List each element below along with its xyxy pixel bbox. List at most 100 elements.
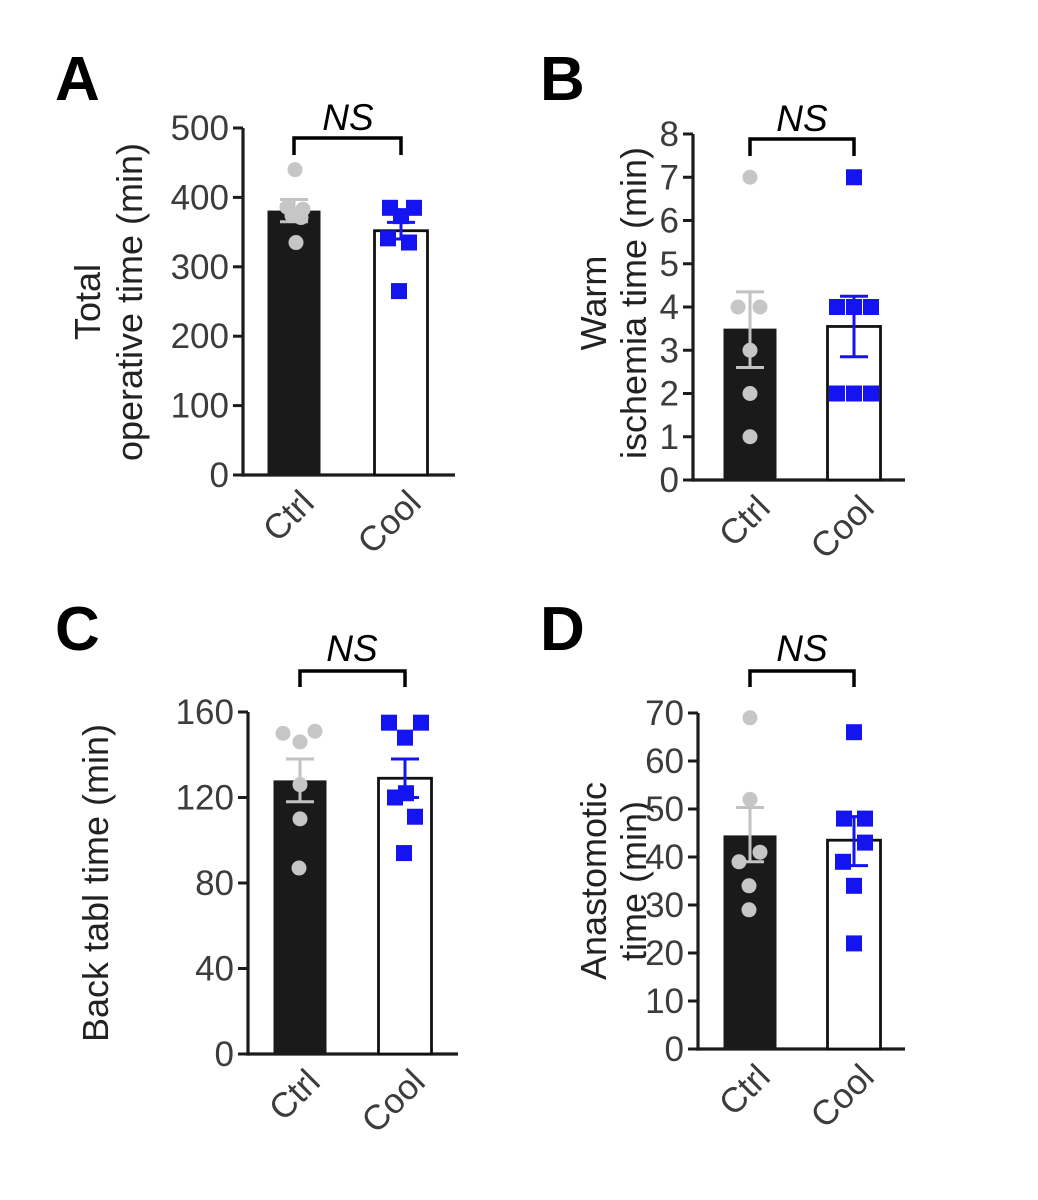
data-point-square bbox=[863, 299, 879, 315]
group-ctrl bbox=[273, 723, 327, 1054]
ns-label: NS bbox=[322, 97, 374, 138]
bar-cool bbox=[373, 229, 429, 477]
y-tick-label: 100 bbox=[171, 387, 229, 426]
data-point-square bbox=[396, 845, 412, 862]
data-point-circle bbox=[752, 299, 768, 315]
panel-letter: A bbox=[55, 45, 100, 114]
y-tick-label: 0 bbox=[665, 1030, 684, 1069]
group-ctrl bbox=[723, 710, 777, 1049]
panel-D: D Anastomotictime (min) 0 10 20 30 40 50 60 70 Ctr… bbox=[540, 595, 905, 1136]
data-point-square bbox=[397, 729, 413, 746]
panel-letter: B bbox=[540, 45, 585, 114]
data-point-circle bbox=[742, 169, 758, 185]
y-tick-label: 50 bbox=[645, 790, 684, 829]
y-tick-label: 4 bbox=[660, 288, 679, 327]
data-point-circle bbox=[742, 429, 758, 445]
y-tick-label: 120 bbox=[176, 779, 234, 818]
sig-bracket bbox=[748, 137, 856, 156]
group-cool bbox=[826, 724, 882, 1051]
group-ctrl bbox=[267, 162, 321, 475]
y-tick-label: 6 bbox=[660, 202, 679, 241]
data-point-circle bbox=[730, 299, 746, 315]
sig-bracket bbox=[292, 136, 403, 155]
data-point-square bbox=[381, 714, 397, 731]
data-point-square bbox=[391, 283, 407, 300]
y-axis-title: Warmischemia time (min) bbox=[573, 147, 654, 459]
x-category-label: Cool bbox=[354, 1062, 432, 1140]
data-point-square bbox=[829, 385, 845, 402]
y-tick-label: 70 bbox=[645, 694, 684, 733]
data-point-square bbox=[857, 810, 873, 827]
y-tick-label: 10 bbox=[645, 982, 684, 1021]
data-point-circle bbox=[287, 162, 303, 178]
y-tick-label: 500 bbox=[171, 109, 229, 148]
data-point-circle bbox=[742, 342, 758, 358]
y-tick-label: 300 bbox=[171, 248, 229, 287]
panel-letter: C bbox=[55, 595, 100, 664]
data-point-square bbox=[413, 714, 429, 731]
y-tick-label: 0 bbox=[660, 461, 679, 500]
data-point-square bbox=[857, 834, 873, 851]
bar-cool bbox=[377, 776, 433, 1056]
data-point-square bbox=[393, 208, 409, 225]
data-point-circle bbox=[292, 777, 308, 793]
bar-ctrl bbox=[723, 835, 777, 1049]
y-tick-label: 0 bbox=[210, 456, 229, 495]
data-point-circle bbox=[275, 725, 291, 741]
y-tick-label: 40 bbox=[195, 950, 234, 989]
panel-C: C Back tabl time (min) 0 40 80 120 160 Ctrl Cool… bbox=[55, 595, 458, 1141]
y-tick-label: 30 bbox=[645, 886, 684, 925]
y-tick-label: 40 bbox=[645, 838, 684, 877]
data-point-square bbox=[846, 169, 862, 186]
y-tick-label: 7 bbox=[660, 158, 679, 197]
panel-A: A Totaloperative time (min) 0 100 200 300 400 5… bbox=[55, 45, 455, 562]
ns-label: NS bbox=[776, 628, 828, 669]
x-category-label: Ctrl bbox=[712, 488, 778, 554]
data-point-square bbox=[846, 877, 862, 894]
data-point-circle bbox=[741, 902, 757, 918]
group-cool bbox=[373, 199, 429, 477]
data-point-circle bbox=[742, 710, 758, 726]
data-point-circle bbox=[742, 386, 758, 401]
data-point-circle bbox=[292, 811, 308, 827]
data-point-square bbox=[387, 789, 403, 806]
bar-ctrl bbox=[267, 210, 321, 475]
data-point-square bbox=[835, 853, 851, 870]
data-point-circle bbox=[731, 854, 747, 870]
y-tick-label: 0 bbox=[215, 1035, 234, 1074]
y-axis-title: Back tabl time (min) bbox=[75, 724, 116, 1042]
x-category-label: Ctrl bbox=[262, 1062, 328, 1128]
y-tick-label: 5 bbox=[660, 245, 679, 284]
y-tick-label: 200 bbox=[171, 317, 229, 356]
panel-B: B Warmischemia time (min)0 1 2 3 4 5 6 7 8 Ctrl Coo… bbox=[540, 45, 905, 567]
y-tick-label: 1 bbox=[660, 418, 679, 457]
data-point-circle bbox=[741, 878, 757, 894]
x-category-label: Cool bbox=[803, 1057, 881, 1135]
data-point-square bbox=[863, 385, 879, 402]
y-tick-label: 20 bbox=[645, 934, 684, 973]
ns-label: NS bbox=[776, 98, 828, 139]
x-category-label: Cool bbox=[803, 488, 881, 566]
x-category-label: Ctrl bbox=[712, 1057, 778, 1123]
data-point-square bbox=[836, 810, 852, 827]
data-point-square bbox=[846, 299, 862, 315]
data-point-square bbox=[846, 385, 862, 402]
y-tick-label: 80 bbox=[195, 864, 234, 903]
group-ctrl bbox=[723, 169, 777, 480]
y-tick-label: 8 bbox=[660, 115, 679, 154]
data-point-circle bbox=[742, 791, 758, 807]
sig-bracket bbox=[748, 669, 856, 687]
ns-label: NS bbox=[326, 628, 378, 669]
y-axis-title: Anastomotictime (min) bbox=[573, 782, 654, 980]
panel-letter: D bbox=[540, 595, 585, 664]
y-tick-label: 160 bbox=[176, 693, 234, 732]
data-point-circle bbox=[291, 860, 307, 876]
data-point-square bbox=[406, 199, 422, 216]
data-point-circle bbox=[288, 235, 304, 251]
group-cool bbox=[826, 169, 882, 482]
data-point-square bbox=[829, 299, 845, 315]
group-cool bbox=[377, 714, 433, 1056]
data-point-square bbox=[401, 234, 417, 251]
